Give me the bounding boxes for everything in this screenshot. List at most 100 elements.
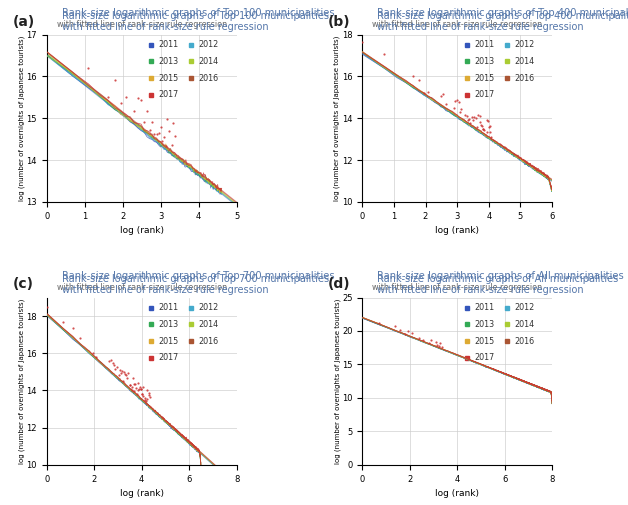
Point [107,359,117,367]
Point [109,361,119,369]
Text: 2011: 2011 [159,303,179,312]
Point [463,116,473,124]
Point [135,383,145,391]
Point [121,371,131,379]
Point [457,105,467,113]
Point [117,367,127,375]
Text: with fitted line of rank-size rule regression: with fitted line of rank-size rule regre… [57,20,227,29]
Point [123,369,133,377]
Point [357,38,367,46]
Point [479,126,489,134]
Point [453,98,463,107]
Point [119,368,129,376]
Point [111,365,121,373]
Point [68,324,78,332]
Point [470,114,480,122]
Point [433,342,443,350]
Point [414,76,424,84]
Point [465,119,475,127]
Text: 2016: 2016 [198,336,219,345]
Point [88,349,98,358]
Point [423,88,433,96]
Point [142,107,152,115]
Point [473,111,483,119]
Point [158,136,168,144]
Point [129,386,139,394]
Text: Rank-size logarithmic graphs of Top 100 municipalities
with fitted line of rank-: Rank-size logarithmic graphs of Top 100 … [62,11,329,32]
Point [476,121,486,129]
Y-axis label: log (number of overnights of Japanese tourists): log (number of overnights of Japanese to… [19,298,25,464]
Text: 2012: 2012 [198,303,219,312]
Point [477,122,487,130]
Text: 2013: 2013 [474,57,494,66]
Text: 2015: 2015 [474,74,494,83]
Text: 2017: 2017 [159,353,179,362]
Point [116,369,126,377]
Point [425,339,435,347]
Point [486,133,496,141]
Point [106,356,116,364]
Text: 2016: 2016 [514,74,534,83]
Point [485,122,495,130]
Text: Rank-size logarithmic graphs of Top 700 municipalities: Rank-size logarithmic graphs of Top 700 … [62,271,335,281]
Point [146,393,156,401]
Text: 2013: 2013 [474,320,494,329]
Text: (b): (b) [328,15,350,29]
Point [406,329,416,337]
Point [84,64,94,72]
Point [482,128,492,136]
Point [478,125,488,133]
Point [435,339,445,347]
Point [127,386,138,394]
Point [431,337,441,345]
Point [436,92,446,100]
Point [390,322,400,330]
Point [138,392,148,400]
Text: 2014: 2014 [514,57,534,66]
Point [418,335,428,343]
Point [484,123,494,131]
Point [118,377,128,385]
Point [426,336,436,344]
Point [128,374,138,382]
Point [136,385,146,393]
Point [41,17,51,25]
X-axis label: log (rank): log (rank) [120,226,164,235]
Point [75,334,85,342]
Point [116,99,126,108]
Point [121,92,131,100]
Point [475,118,485,126]
Point [441,99,451,108]
Text: 2011: 2011 [474,40,494,49]
Point [437,343,447,351]
Point [408,72,418,80]
Point [136,385,146,393]
Point [147,118,157,126]
Text: with fitted line of rank-size rule regression: with fitted line of rank-size rule regre… [372,283,542,292]
Point [140,396,150,404]
Point [460,111,470,119]
Text: Rank-size logarithmic graphs of Top 400 municipalities
with fitted line of rank-: Rank-size logarithmic graphs of Top 400 … [377,11,628,32]
Point [131,390,141,398]
Text: 2014: 2014 [198,320,219,329]
Point [129,108,139,116]
Point [112,363,122,371]
Point [134,385,144,393]
Point [472,123,482,131]
Point [396,326,406,334]
Text: (c): (c) [13,277,33,291]
Point [149,130,160,138]
Text: 2015: 2015 [159,336,179,345]
Point [137,390,147,398]
Point [114,372,124,380]
Point [131,384,141,392]
Point [156,123,166,131]
Point [133,379,143,387]
Point [151,130,161,138]
Point [448,105,458,113]
Point [399,330,409,338]
Text: Rank-size logarithmic graphs of All municipalities: Rank-size logarithmic graphs of All muni… [377,271,624,281]
Text: with fitted line of rank-size rule regression: with fitted line of rank-size rule regre… [57,283,227,292]
Point [138,383,148,391]
Point [475,112,485,120]
